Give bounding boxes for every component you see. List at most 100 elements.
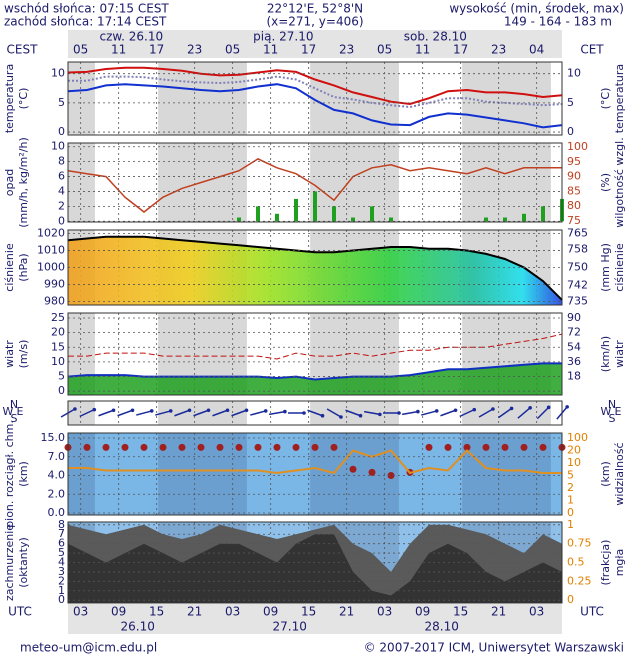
wind-arrow-head <box>111 408 116 413</box>
y-tick-label: 5 <box>58 546 65 559</box>
bottom-hour: 21 <box>339 605 354 619</box>
y2-tick-label: 2 <box>567 481 574 494</box>
precip-bar <box>541 206 545 222</box>
cloud-area <box>68 534 562 603</box>
wind-arrow <box>117 409 133 417</box>
y-tick-label: 10 <box>51 355 65 368</box>
y2-unit: (mm Hg) <box>599 243 612 292</box>
top-hour: 05 <box>73 43 88 57</box>
y2-tick-label: 18 <box>567 370 581 383</box>
y-unit: (m/s) <box>17 340 30 369</box>
cloud-base-dot <box>178 443 186 451</box>
y2-tick-label: 735 <box>567 295 588 308</box>
y-unit: (mm/h, kg/m²/h) <box>17 137 30 228</box>
y-tick-label: 4 <box>58 556 65 569</box>
y2-tick-label: 758 <box>567 242 588 255</box>
wind-arrow-head <box>358 413 363 418</box>
night-band <box>310 143 399 222</box>
height-values: 149 - 164 - 183 m <box>504 15 612 29</box>
cloud-base-dot <box>425 443 433 451</box>
precip-bar <box>332 206 336 222</box>
y-tick-label: 0.0 <box>48 506 66 519</box>
y-label: temperatura <box>3 64 16 133</box>
wind-arrow-head <box>130 408 135 413</box>
panel-frame <box>67 432 563 516</box>
copyright: © 2007-2017 ICM, Uniwersytet Warszawski <box>364 641 624 655</box>
bottom-hour: 03 <box>73 605 88 619</box>
y-tick-label: 980 <box>44 295 65 308</box>
y2-tick-label: 80 <box>567 199 581 212</box>
wind-arrow-head <box>565 405 569 409</box>
bottom-hour: 15 <box>453 605 468 619</box>
panel-frame <box>67 312 563 396</box>
wind-arrow <box>98 409 114 417</box>
wind-arrow-head <box>283 409 287 414</box>
bottom-hour: 03 <box>377 605 392 619</box>
compass-left: N <box>10 398 18 411</box>
email: meteo-um@icm.edu.pl <box>20 641 157 655</box>
y2-tick-label: 0.75 <box>567 537 592 550</box>
y-tick-label: 0 <box>58 593 65 606</box>
top-zone-2: CET <box>580 43 604 57</box>
cloud-base-dot <box>368 468 376 476</box>
cloud-base-dot <box>254 443 262 451</box>
cloud-base-dot <box>102 443 110 451</box>
y2-tick-label: 36 <box>567 355 581 368</box>
wind-arrow-head <box>509 406 514 411</box>
y-tick-label: 1 <box>58 584 65 597</box>
height-label: wysokość (min, środek, max) <box>449 2 624 16</box>
night-band <box>462 401 551 425</box>
bottom-zone: UTC <box>8 605 32 619</box>
temp-line <box>67 83 563 129</box>
grid-point: (x=271, y=406) <box>266 15 363 29</box>
cloud-base-dot <box>387 472 395 479</box>
bottom-day: 28.10 <box>424 620 458 634</box>
coords: 22°12'E, 52°8'N <box>267 2 363 16</box>
wind-arrow-head <box>206 408 211 413</box>
y-tick-label: 2.0 <box>48 487 66 500</box>
y-tick-label: 10 <box>51 67 65 80</box>
cloud-base-dot <box>273 443 281 451</box>
wind-arrow <box>174 409 190 417</box>
y-tick-label: 20 <box>51 326 65 339</box>
compass-right: W <box>601 405 612 418</box>
wind-line <box>67 362 562 381</box>
top-hour: 23 <box>187 43 202 57</box>
compass-right: E <box>615 405 622 418</box>
wind-arrow <box>307 409 323 417</box>
y-tick-label: 4 <box>58 184 65 197</box>
y-tick-label: 2 <box>58 574 65 587</box>
bottom-hour: 15 <box>301 605 316 619</box>
wind-arrow-head <box>434 409 439 413</box>
wind-arrow-head <box>302 411 306 415</box>
cloud-base-dot <box>216 443 224 451</box>
y-tick-label: 6 <box>58 537 65 550</box>
pressure-area <box>68 236 562 305</box>
y-tick-label: 2 <box>58 199 65 212</box>
wind-arrow <box>498 407 512 419</box>
top-hour: 17 <box>301 43 316 57</box>
wind-arrow <box>79 408 95 418</box>
y-tick-label: 7.0 <box>48 450 66 463</box>
y2-tick-label: 0 <box>567 506 574 519</box>
wind-arrow <box>440 409 456 417</box>
y-tick-label: 0 <box>58 384 65 397</box>
y-label: opad <box>3 169 16 196</box>
wind-arrow <box>459 408 475 418</box>
top-hour: 11 <box>263 43 278 57</box>
wind-arrow-head <box>263 409 268 413</box>
panel-frame <box>67 142 563 223</box>
y-unit: (oktanty) <box>17 537 30 588</box>
y2-tick-label: 0 <box>567 593 574 606</box>
y2-label: temperatura <box>613 64 626 133</box>
wind-arrow-head <box>472 407 477 412</box>
panel-frame <box>67 521 563 604</box>
top-hour: 17 <box>149 43 164 57</box>
y2-label: wilgotność wzgl. <box>613 137 626 227</box>
wind-arrow <box>478 408 494 418</box>
wind-arrow <box>363 410 381 416</box>
cloud-base-dot <box>140 443 148 451</box>
top-hour: 17 <box>453 43 468 57</box>
wind-arrow-head <box>244 408 249 413</box>
precip-bar <box>237 217 241 222</box>
